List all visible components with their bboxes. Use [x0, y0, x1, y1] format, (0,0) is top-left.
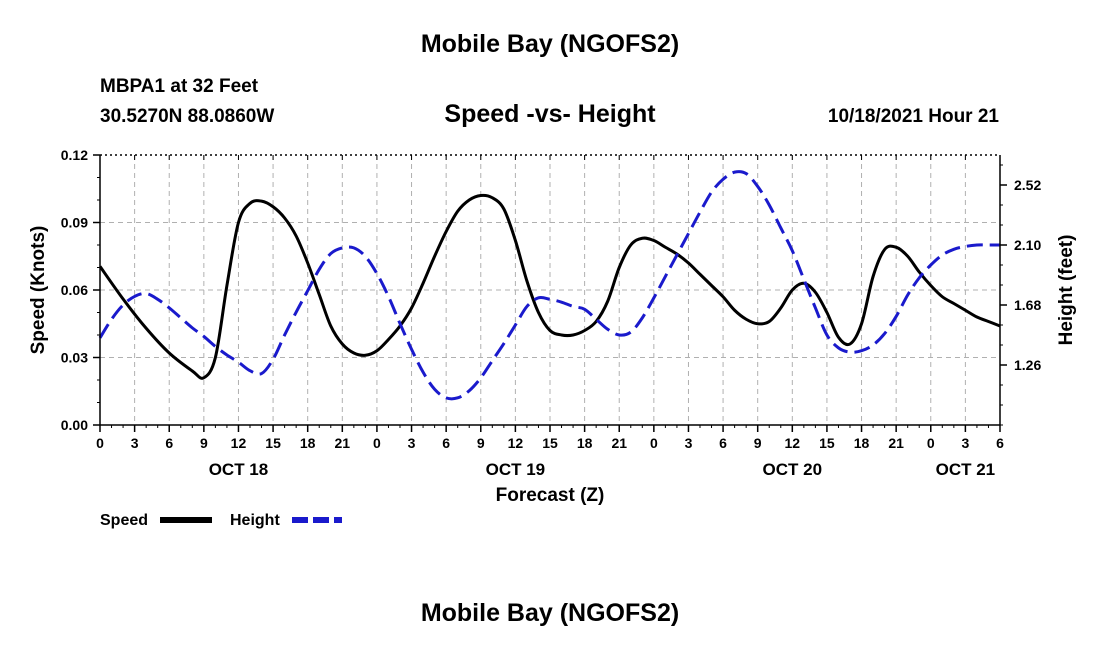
y-tick-label: 0.12: [61, 147, 88, 163]
x-tick-label: 0: [650, 435, 658, 451]
y2-tick-label: 2.52: [1014, 177, 1041, 193]
date-label: OCT 21: [936, 460, 996, 479]
axis-labels: 0 3 6 9 12 15 18 21 0 3 6 9 12 15 18 21 0 3 6 9 12 15 18 21 0 3 6O…: [28, 147, 1077, 506]
x-tick-label: 9: [754, 435, 762, 451]
x-tick-label: 3: [131, 435, 139, 451]
x-tick-label: 21: [888, 435, 904, 451]
chart-axes: [93, 154, 1007, 432]
x-tick-label: 0: [373, 435, 381, 451]
x-tick-label: 18: [854, 435, 870, 451]
station-coordinates: 30.5270N 88.0860W: [100, 106, 275, 127]
y-tick-label: 0.09: [61, 215, 88, 231]
chart-legend: Speed Height: [100, 512, 342, 529]
date-label: OCT 18: [209, 460, 269, 479]
forecast-timestamp: 10/18/2021 Hour 21: [827, 106, 999, 127]
footer-title: Mobile Bay (NGOFS2): [420, 599, 680, 627]
x-tick-label: 0: [927, 435, 935, 451]
y2-tick-label: 2.10: [1014, 237, 1041, 253]
x-tick-label: 12: [508, 435, 524, 451]
grid-lines: [100, 154, 1000, 425]
x-tick-label: 6: [442, 435, 450, 451]
legend-height-label: Height: [230, 512, 280, 529]
date-label: OCT 19: [486, 460, 546, 479]
x-tick-label: 15: [542, 435, 558, 451]
x-axis-title: Forecast (Z): [496, 485, 605, 506]
station-name: MBPA1 at 32 Feet: [100, 76, 259, 97]
y2-axis-title: Height (feet): [1056, 235, 1077, 346]
y2-tick-label: 1.68: [1014, 297, 1041, 313]
chart-subtitle: Speed -vs- Height: [444, 100, 656, 128]
y-tick-label: 0.03: [61, 350, 88, 366]
x-tick-label: 15: [819, 435, 835, 451]
x-tick-label: 3: [685, 435, 693, 451]
x-tick-label: 21: [335, 435, 351, 451]
x-tick-label: 3: [961, 435, 969, 451]
x-tick-label: 12: [785, 435, 801, 451]
y-tick-label: 0.06: [61, 282, 88, 298]
x-tick-label: 21: [611, 435, 627, 451]
series-lines: [98, 170, 1001, 401]
x-tick-label: 12: [231, 435, 247, 451]
x-tick-label: 9: [200, 435, 208, 451]
x-tick-label: 18: [300, 435, 316, 451]
y-tick-label: 0.00: [61, 417, 88, 433]
legend-speed-label: Speed: [100, 512, 148, 529]
height-series-line: [98, 170, 1000, 401]
x-tick-label: 9: [477, 435, 485, 451]
x-tick-label: 18: [577, 435, 593, 451]
x-tick-label: 6: [719, 435, 727, 451]
y2-tick-label: 1.26: [1014, 357, 1041, 373]
x-tick-label: 6: [165, 435, 173, 451]
y-axis-title: Speed (Knots): [28, 226, 49, 355]
x-tick-label: 15: [265, 435, 281, 451]
speed-series-line: [98, 193, 1001, 380]
x-tick-label: 3: [408, 435, 416, 451]
date-label: OCT 20: [763, 460, 823, 479]
page-title: Mobile Bay (NGOFS2): [420, 30, 680, 58]
x-tick-label: 6: [996, 435, 1004, 451]
x-tick-label: 0: [96, 435, 104, 451]
